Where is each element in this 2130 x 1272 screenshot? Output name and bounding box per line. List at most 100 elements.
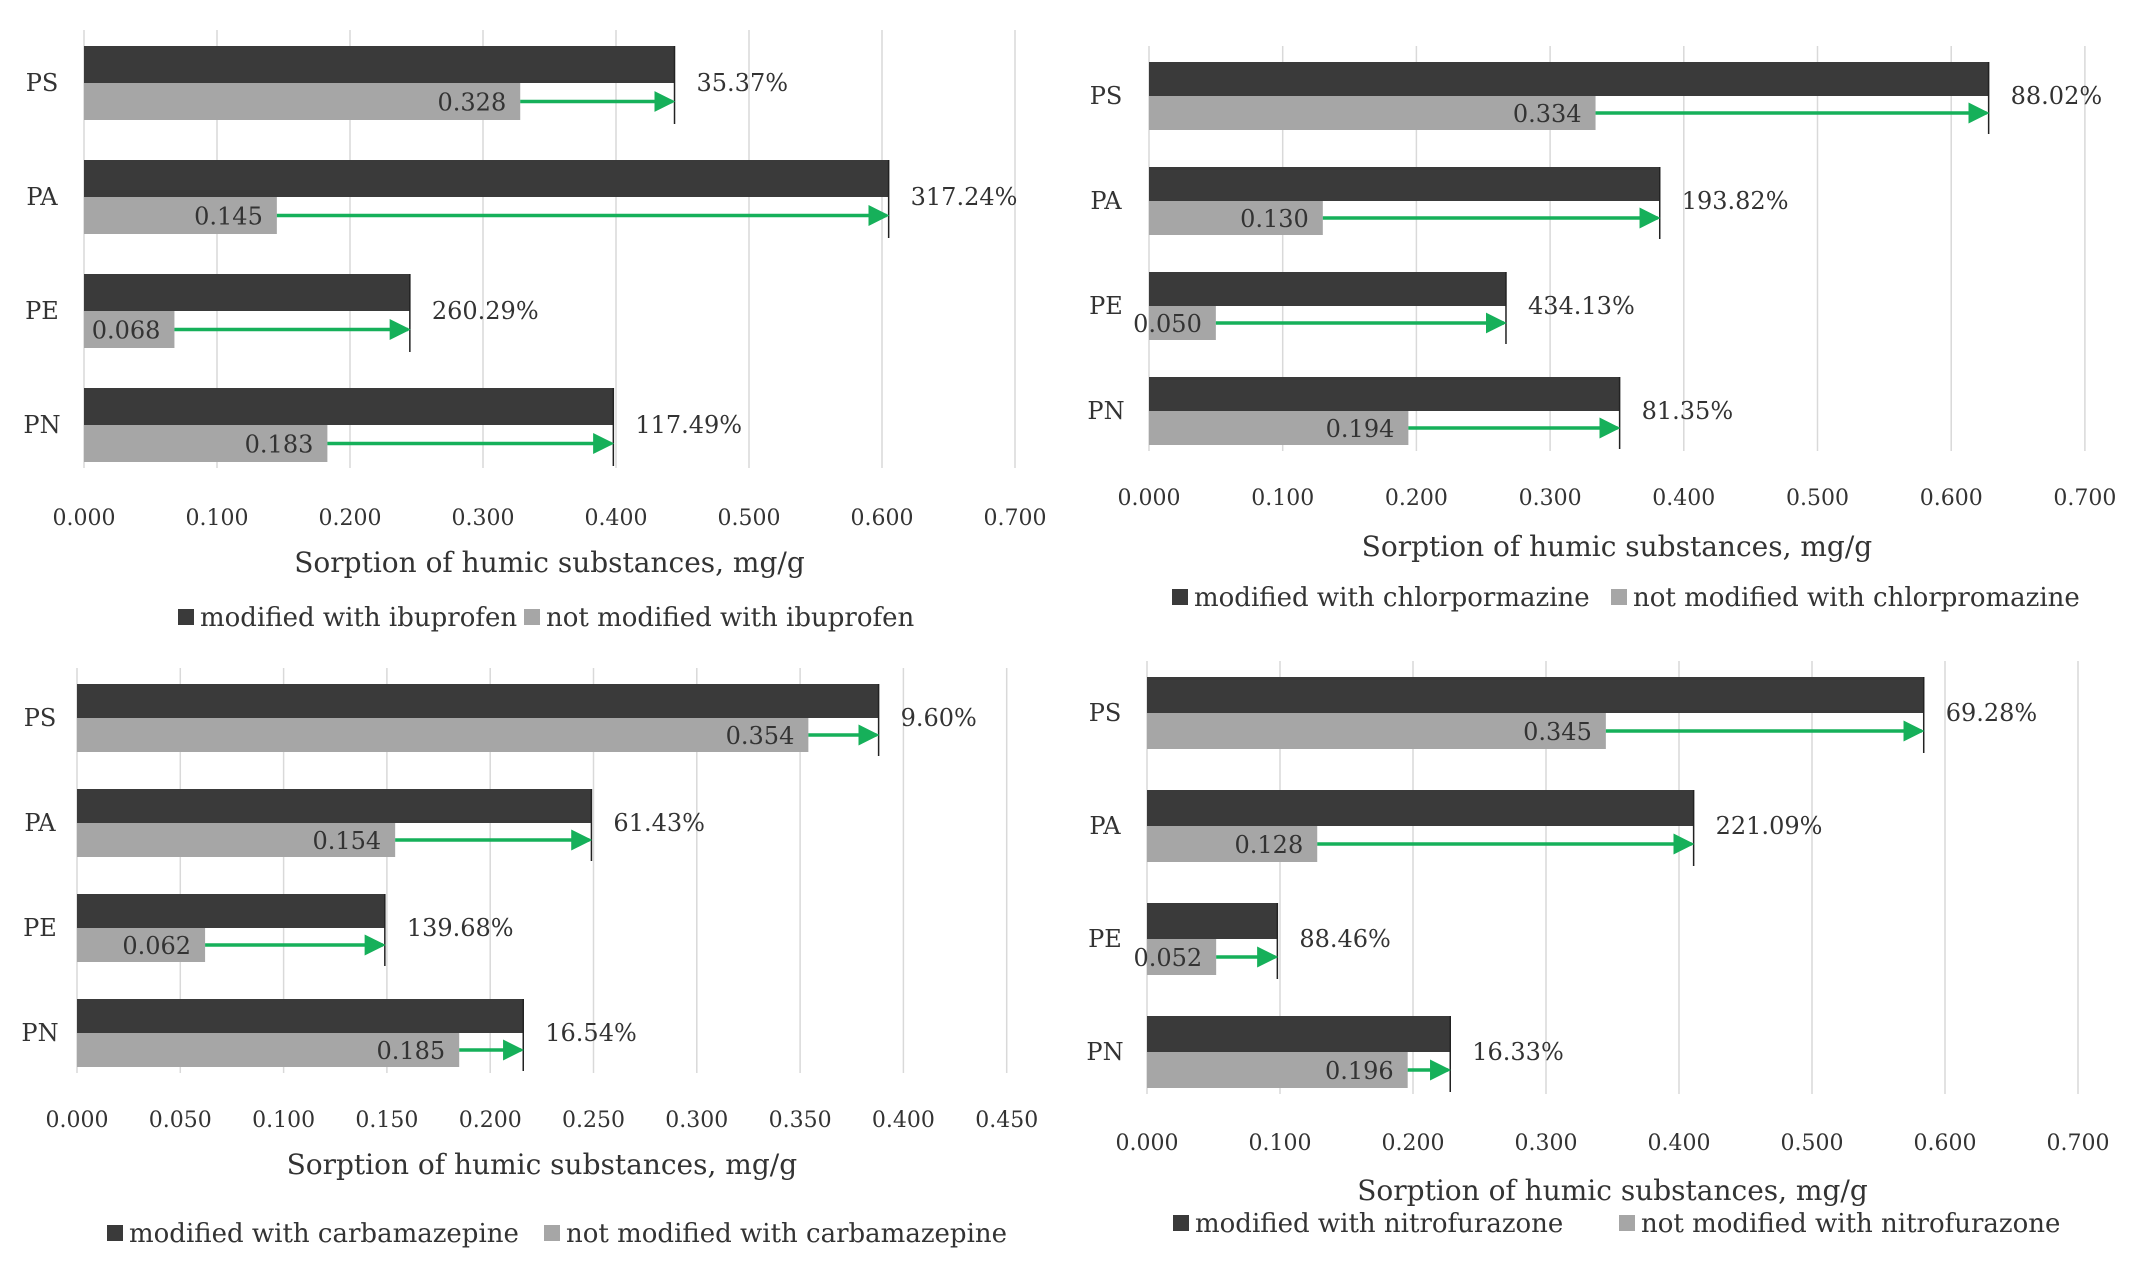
x-tick-label: 0.500 xyxy=(1781,1131,1844,1156)
bar-not-modified-pa xyxy=(84,197,277,234)
category-label-pa: PA xyxy=(1090,187,1122,215)
bar-not-modified-pa xyxy=(77,823,396,857)
x-tick-label: 0.500 xyxy=(718,506,781,531)
legend-label-not-modified: not modified with chlorpromazine xyxy=(1633,583,2080,613)
legend-label-modified: modified with chlorpormazine xyxy=(1194,583,1590,613)
chart-carbamazepine-svg: 0.000 0.050 0.100 0.150 0.200 0.250 0.300 0.350… xyxy=(21,668,1038,1249)
x-tick-label: 0.300 xyxy=(452,506,515,531)
x-tick-label: 0.450 xyxy=(975,1108,1038,1133)
legend-swatch-not-modified xyxy=(1619,1215,1635,1231)
x-tick-label: 0.000 xyxy=(1116,1131,1179,1156)
value-label-ps: 0.345 xyxy=(1523,718,1592,746)
x-tick-label: 0.000 xyxy=(1118,486,1181,511)
x-tick-label: 0.300 xyxy=(665,1108,728,1133)
category-label-pe: PE xyxy=(1088,925,1122,953)
percent-label-pe: 139.68% xyxy=(407,914,514,942)
value-label-pe: 0.050 xyxy=(1133,310,1202,338)
bar-not-modified-pn xyxy=(1149,411,1409,445)
legend-swatch-modified xyxy=(178,609,194,625)
bar-not-modified-ps xyxy=(1147,713,1606,749)
legend-swatch-not-modified xyxy=(1611,589,1627,605)
chart-chlorpromazine-svg: 0.000 0.100 0.200 0.300 0.400 0.500 0.600 0.700… xyxy=(1087,46,2116,613)
x-tick-label: 0.600 xyxy=(1914,1131,1977,1156)
percent-label-pe: 434.13% xyxy=(1528,292,1635,320)
percent-label-ps: 88.02% xyxy=(2011,82,2103,110)
category-label-pn: PN xyxy=(1086,1038,1123,1066)
value-label-pn: 0.185 xyxy=(376,1037,445,1065)
category-label-pn: PN xyxy=(21,1019,58,1047)
x-axis-title: Sorption of humic substances, mg/g xyxy=(294,546,805,579)
category-label-pn: PN xyxy=(23,411,60,439)
bar-modified-ps xyxy=(84,46,675,83)
bar-not-modified-pn xyxy=(77,1033,460,1067)
legend-swatch-modified xyxy=(1173,1215,1189,1231)
legend-label-modified: modified with carbamazepine xyxy=(129,1219,519,1249)
legend-swatch-modified xyxy=(1172,589,1188,605)
x-tick-label: 0.200 xyxy=(319,506,382,531)
value-label-ps: 0.328 xyxy=(438,89,507,117)
value-label-pn: 0.183 xyxy=(245,431,314,459)
bar-not-modified-ps xyxy=(84,83,521,120)
x-tick-label: 0.100 xyxy=(1251,486,1314,511)
value-label-ps: 0.334 xyxy=(1513,100,1582,128)
percent-label-pn: 117.49% xyxy=(635,411,742,439)
bar-modified-pn xyxy=(1149,377,1620,411)
bar-not-modified-ps xyxy=(77,718,809,752)
x-tick-label: 0.300 xyxy=(1515,1131,1578,1156)
x-tick-label: 0.200 xyxy=(1382,1131,1445,1156)
bar-not-modified-pa xyxy=(1149,201,1323,235)
value-label-pa: 0.145 xyxy=(194,203,263,231)
category-label-ps: PS xyxy=(1090,82,1123,110)
bar-modified-pe xyxy=(77,894,385,928)
percent-label-ps: 69.28% xyxy=(1946,699,2038,727)
bar-modified-pn xyxy=(84,388,614,425)
percent-label-pa: 221.09% xyxy=(1716,812,1823,840)
percent-label-pe: 260.29% xyxy=(432,297,539,325)
chart-nitrofurazone-svg: 0.000 0.100 0.200 0.300 0.400 0.500 0.600 0.700… xyxy=(1086,661,2110,1239)
value-label-pa: 0.130 xyxy=(1240,205,1309,233)
x-tick-label: 0.050 xyxy=(149,1108,212,1133)
x-tick-label: 0.000 xyxy=(53,506,116,531)
x-tick-label: 0.350 xyxy=(769,1108,832,1133)
percent-label-ps: 9.60% xyxy=(901,704,977,732)
bar-modified-ps xyxy=(1147,677,1924,713)
bar-modified-pe xyxy=(1149,272,1506,306)
category-label-pa: PA xyxy=(26,183,58,211)
percent-label-pn: 16.33% xyxy=(1472,1038,1564,1066)
x-tick-label: 0.600 xyxy=(1920,486,1983,511)
bar-modified-pa xyxy=(77,789,592,823)
legend-swatch-modified xyxy=(107,1225,123,1241)
x-tick-label: 0.100 xyxy=(252,1108,315,1133)
bar-modified-pe xyxy=(1147,903,1278,939)
x-axis-title: Sorption of humic substances, mg/g xyxy=(1362,530,1873,563)
bar-not-modified-pn xyxy=(84,425,328,462)
x-tick-label: 0.600 xyxy=(851,506,914,531)
value-label-pn: 0.196 xyxy=(1325,1057,1394,1085)
legend-label-not-modified: not modified with nitrofurazone xyxy=(1641,1209,2060,1239)
bar-modified-ps xyxy=(1149,62,1989,96)
x-tick-label: 0.150 xyxy=(355,1108,418,1133)
x-axis-title: Sorption of humic substances, mg/g xyxy=(1357,1174,1868,1207)
chart-chlorpromazine: 0.000 0.100 0.200 0.300 0.400 0.500 0.600 0.700… xyxy=(1065,0,2130,640)
x-tick-label: 0.700 xyxy=(2047,1131,2110,1156)
x-tick-label: 0.100 xyxy=(186,506,249,531)
bar-modified-pa xyxy=(1149,167,1660,201)
legend-label-not-modified: not modified with ibuprofen xyxy=(546,603,914,633)
chart-ibuprofen-svg: 0.000 0.100 0.200 0.300 0.400 0.500 0.600 0.700… xyxy=(23,30,1046,633)
legend-label-not-modified: not modified with carbamazepine xyxy=(566,1219,1007,1249)
bar-modified-pa xyxy=(1147,790,1694,826)
x-tick-label: 0.500 xyxy=(1786,486,1849,511)
x-tick-label: 0.300 xyxy=(1519,486,1582,511)
bar-not-modified-pe xyxy=(1147,939,1217,975)
bar-modified-pn xyxy=(77,999,524,1033)
legend-label-modified: modified with nitrofurazone xyxy=(1195,1209,1563,1239)
chart-nitrofurazone: 0.000 0.100 0.200 0.300 0.400 0.500 0.600 0.700… xyxy=(1065,640,2130,1272)
category-label-pn: PN xyxy=(1087,397,1124,425)
bar-modified-pe xyxy=(84,274,410,311)
x-tick-label: 0.000 xyxy=(46,1108,109,1133)
percent-label-pn: 16.54% xyxy=(545,1019,637,1047)
percent-label-pa: 193.82% xyxy=(1682,187,1789,215)
category-label-pa: PA xyxy=(24,809,56,837)
bar-not-modified-pn xyxy=(1147,1052,1408,1088)
percent-label-pn: 81.35% xyxy=(1642,397,1734,425)
